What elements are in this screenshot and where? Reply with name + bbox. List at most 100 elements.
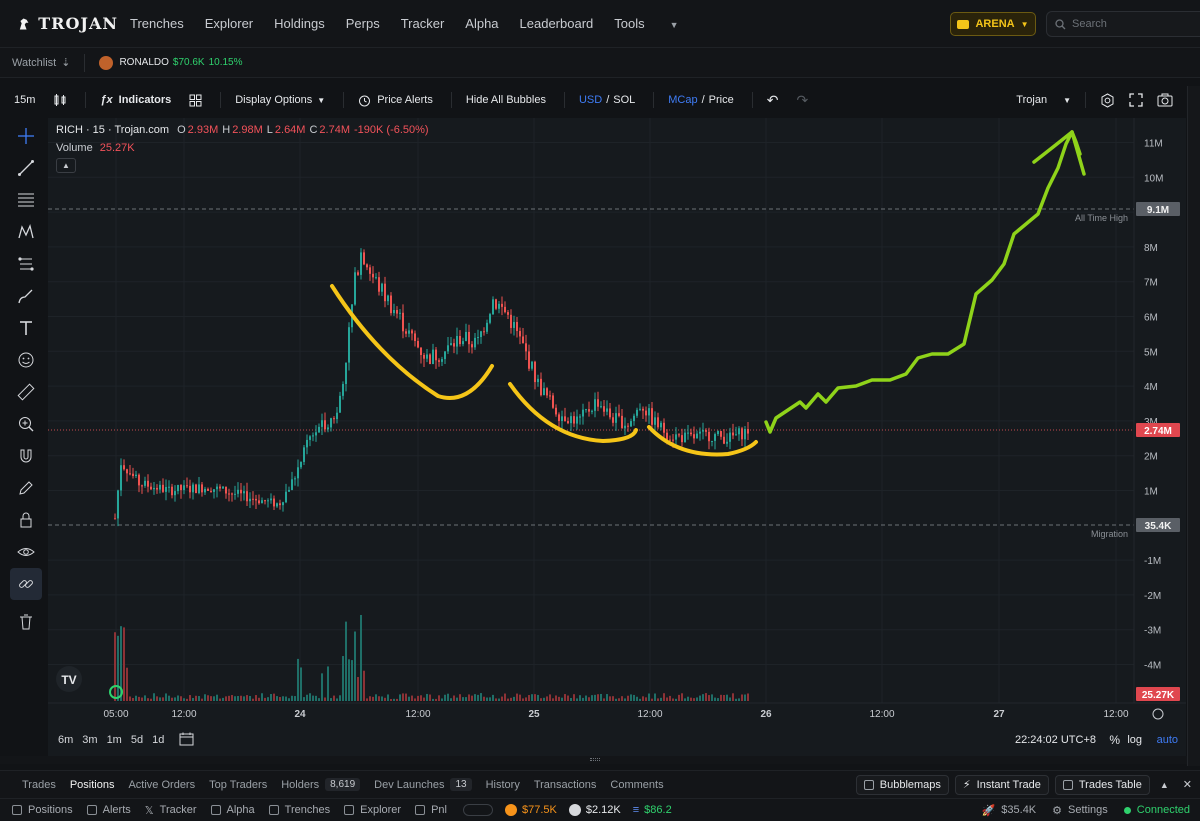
chevron-down-icon: ▼ [669, 20, 679, 30]
display-options-button[interactable]: Display Options ▼ [235, 94, 325, 106]
range-1m[interactable]: 1m [106, 734, 122, 746]
tab-history[interactable]: History [485, 778, 520, 791]
range-3m[interactable]: 3m [82, 734, 98, 746]
search-input[interactable]: Search [1046, 11, 1200, 37]
log-scale-toggle[interactable]: log [1127, 734, 1142, 746]
tab-dev-launches[interactable]: Dev Launches 13 [374, 778, 472, 791]
fib-tool[interactable] [10, 184, 42, 216]
nav-alpha[interactable]: Alpha [465, 16, 499, 31]
candle-body [528, 351, 530, 369]
nav-leaderboard[interactable]: Leaderboard [519, 16, 594, 31]
tab-active-orders[interactable]: Active Orders [128, 778, 196, 791]
nav-tools[interactable]: Tools ▼ [614, 16, 699, 31]
panel-splitter[interactable] [0, 756, 1200, 764]
brush-tool[interactable] [10, 280, 42, 312]
watchlist-token[interactable]: RONALDO $70.6K 10.15% [99, 55, 243, 70]
footer-trenches[interactable]: Trenches [268, 804, 330, 816]
indicators-button[interactable]: ƒx Indicators [100, 94, 171, 106]
crosshair-tool[interactable] [10, 120, 42, 152]
watchlist-toggle[interactable]: Watchlist ⇣ [12, 56, 70, 70]
undo-button[interactable]: ↶ [767, 92, 779, 109]
ath-label: All Time High [1075, 213, 1128, 223]
emoji-tool[interactable] [10, 344, 42, 376]
nav-explorer[interactable]: Explorer [204, 16, 254, 31]
fullscreen-button[interactable] [1129, 93, 1143, 107]
range-5d[interactable]: 5d [130, 734, 144, 746]
candle-body [141, 485, 143, 487]
layouts-button[interactable] [189, 94, 202, 107]
collapse-legend-button[interactable]: ▲ [56, 158, 76, 173]
instant-trade-button[interactable]: ⚡ Instant Trade [954, 774, 1049, 795]
nav-perps[interactable]: Perps [345, 16, 380, 31]
chevron-down-icon: ▼ [1020, 19, 1029, 29]
redo-button[interactable]: ↷ [796, 92, 808, 109]
brand-logo[interactable]: TROJAN [18, 13, 118, 35]
mode-price[interactable]: Price [708, 94, 734, 106]
tab-positions[interactable]: Positions [69, 778, 115, 791]
currency-usd[interactable]: USD [578, 94, 603, 106]
currency-toggle[interactable]: USD / SOL [579, 94, 635, 106]
volume-bar [480, 693, 482, 701]
projection-tool[interactable] [10, 248, 42, 280]
volume-bar [705, 693, 707, 701]
arena-button[interactable]: ARENA ▼ [950, 12, 1036, 36]
volume-bar [648, 693, 650, 701]
chain-switcher[interactable] [462, 804, 493, 816]
volume-bar [372, 696, 374, 701]
price-alerts-button[interactable]: Price Alerts [358, 94, 433, 107]
trendline-tool[interactable] [10, 152, 42, 184]
tab-trades[interactable]: Trades [22, 778, 56, 791]
footer-explorer[interactable]: Explorer [344, 804, 401, 816]
lock-drawing-tool[interactable] [10, 472, 42, 504]
date-range-button[interactable] [179, 732, 194, 749]
nav-tracker[interactable]: Tracker [400, 16, 445, 31]
magnet-tool[interactable] [10, 440, 42, 472]
candle-body [666, 432, 668, 440]
mode-mcap[interactable]: MCap [668, 94, 698, 106]
lock-tool[interactable] [10, 504, 42, 536]
footer-pnl[interactable]: Pnl [415, 804, 447, 816]
trades-table-button[interactable]: Trades Table [1054, 774, 1150, 795]
zoom-tool[interactable] [10, 408, 42, 440]
interval-selector[interactable]: 15m [14, 94, 35, 106]
mcap-price-toggle[interactable]: MCap / Price [668, 94, 733, 106]
visibility-tool[interactable] [10, 536, 42, 568]
tab-transactions[interactable]: Transactions [533, 778, 597, 791]
link-tool[interactable] [10, 568, 42, 600]
percent-scale-toggle[interactable]: % [1109, 733, 1120, 747]
text-tool[interactable] [10, 312, 42, 344]
footer-alerts[interactable]: Alerts [86, 804, 131, 816]
source-selector[interactable]: Trojan ▼ [1016, 94, 1071, 106]
screenshot-button[interactable] [1157, 93, 1173, 107]
range-6m[interactable]: 6m [58, 734, 74, 746]
collapse-panel-button[interactable]: ✕ [1182, 779, 1192, 791]
clock-readout[interactable]: 22:24:02 UTC+8 [1014, 734, 1096, 746]
footer-settings[interactable]: ⚙ Settings [1052, 804, 1108, 817]
tab-top-traders[interactable]: Top Traders [209, 778, 268, 791]
range-1d[interactable]: 1d [152, 734, 165, 746]
footer-alpha[interactable]: Alpha [210, 804, 255, 816]
footer-tracker[interactable]: 𝕏 Tracker [145, 804, 197, 817]
settings-button[interactable] [1100, 92, 1115, 108]
auto-scale-toggle[interactable]: auto [1156, 734, 1178, 746]
tab-comments[interactable]: Comments [610, 778, 664, 791]
expand-panel-button[interactable]: ▲ [1159, 779, 1169, 790]
currency-sol[interactable]: SOL [613, 94, 636, 106]
candle-body [639, 408, 641, 410]
ruler-tool[interactable] [10, 376, 42, 408]
tab-holders[interactable]: Holders 8,619 [281, 778, 361, 791]
hide-bubbles-button[interactable]: Hide All Bubbles [466, 94, 546, 106]
volume-bar [141, 697, 143, 701]
candle-body [546, 388, 548, 396]
candle-type-button[interactable] [53, 93, 67, 107]
footer-positions[interactable]: Positions [12, 804, 73, 816]
pattern-tool[interactable] [10, 216, 42, 248]
nav-holdings[interactable]: Holdings [274, 16, 325, 31]
eth-value: $2.12K [585, 804, 621, 816]
volume-bar [369, 696, 371, 701]
nav-trenches[interactable]: Trenches [130, 16, 184, 31]
delete-tool[interactable] [10, 606, 42, 638]
bubblemaps-button[interactable]: Bubblemaps [855, 774, 949, 795]
